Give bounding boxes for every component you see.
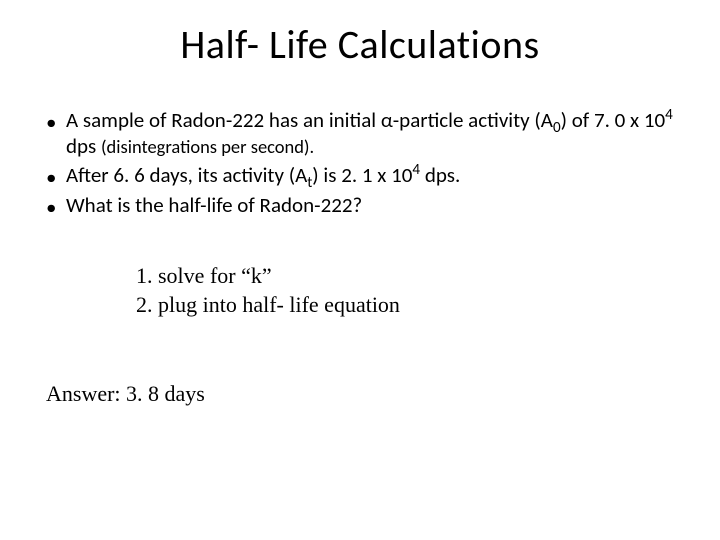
bullet-item-3: • What is the half-life of Radon-222? [46,192,690,220]
bullet-dot: • [46,162,66,190]
bullet-list: • A sample of Radon-222 has an initial α… [0,107,720,220]
step-1: 1. solve for “k” [136,262,720,291]
bullet-text-1: A sample of Radon-222 has an initial α-p… [66,107,690,160]
bullet-item-2: • After 6. 6 days, its activity (At) is … [46,162,690,190]
slide-title: Half- Life Calculations [0,20,720,69]
text-fragment: dps [66,133,101,159]
text-fragment: ) of 7. 0 x 10 [561,107,666,133]
superscript: 4 [665,106,673,124]
steps-list: 1. solve for “k” 2. plug into half- life… [0,262,720,319]
text-fragment: After 6. 6 days, its activity (A [66,162,307,188]
step-2: 2. plug into half- life equation [136,291,720,320]
bullet-text-2: After 6. 6 days, its activity (At) is 2.… [66,162,690,188]
answer-text: Answer: 3. 8 days [0,381,720,407]
slide: Half- Life Calculations • A sample of Ra… [0,0,720,540]
bullet-text-3: What is the half-life of Radon-222? [66,192,690,218]
bullet-dot: • [46,107,66,135]
bullet-dot: • [46,192,66,220]
text-fragment-small: (disintegrations per second). [101,135,314,158]
superscript: 4 [412,161,420,179]
subscript: 0 [553,119,561,137]
bullet-item-1: • A sample of Radon-222 has an initial α… [46,107,690,160]
text-fragment: ) is 2. 1 x 10 [312,162,412,188]
text-fragment: dps. [420,162,460,188]
text-fragment: A sample of Radon-222 has an initial α-p… [66,107,553,133]
